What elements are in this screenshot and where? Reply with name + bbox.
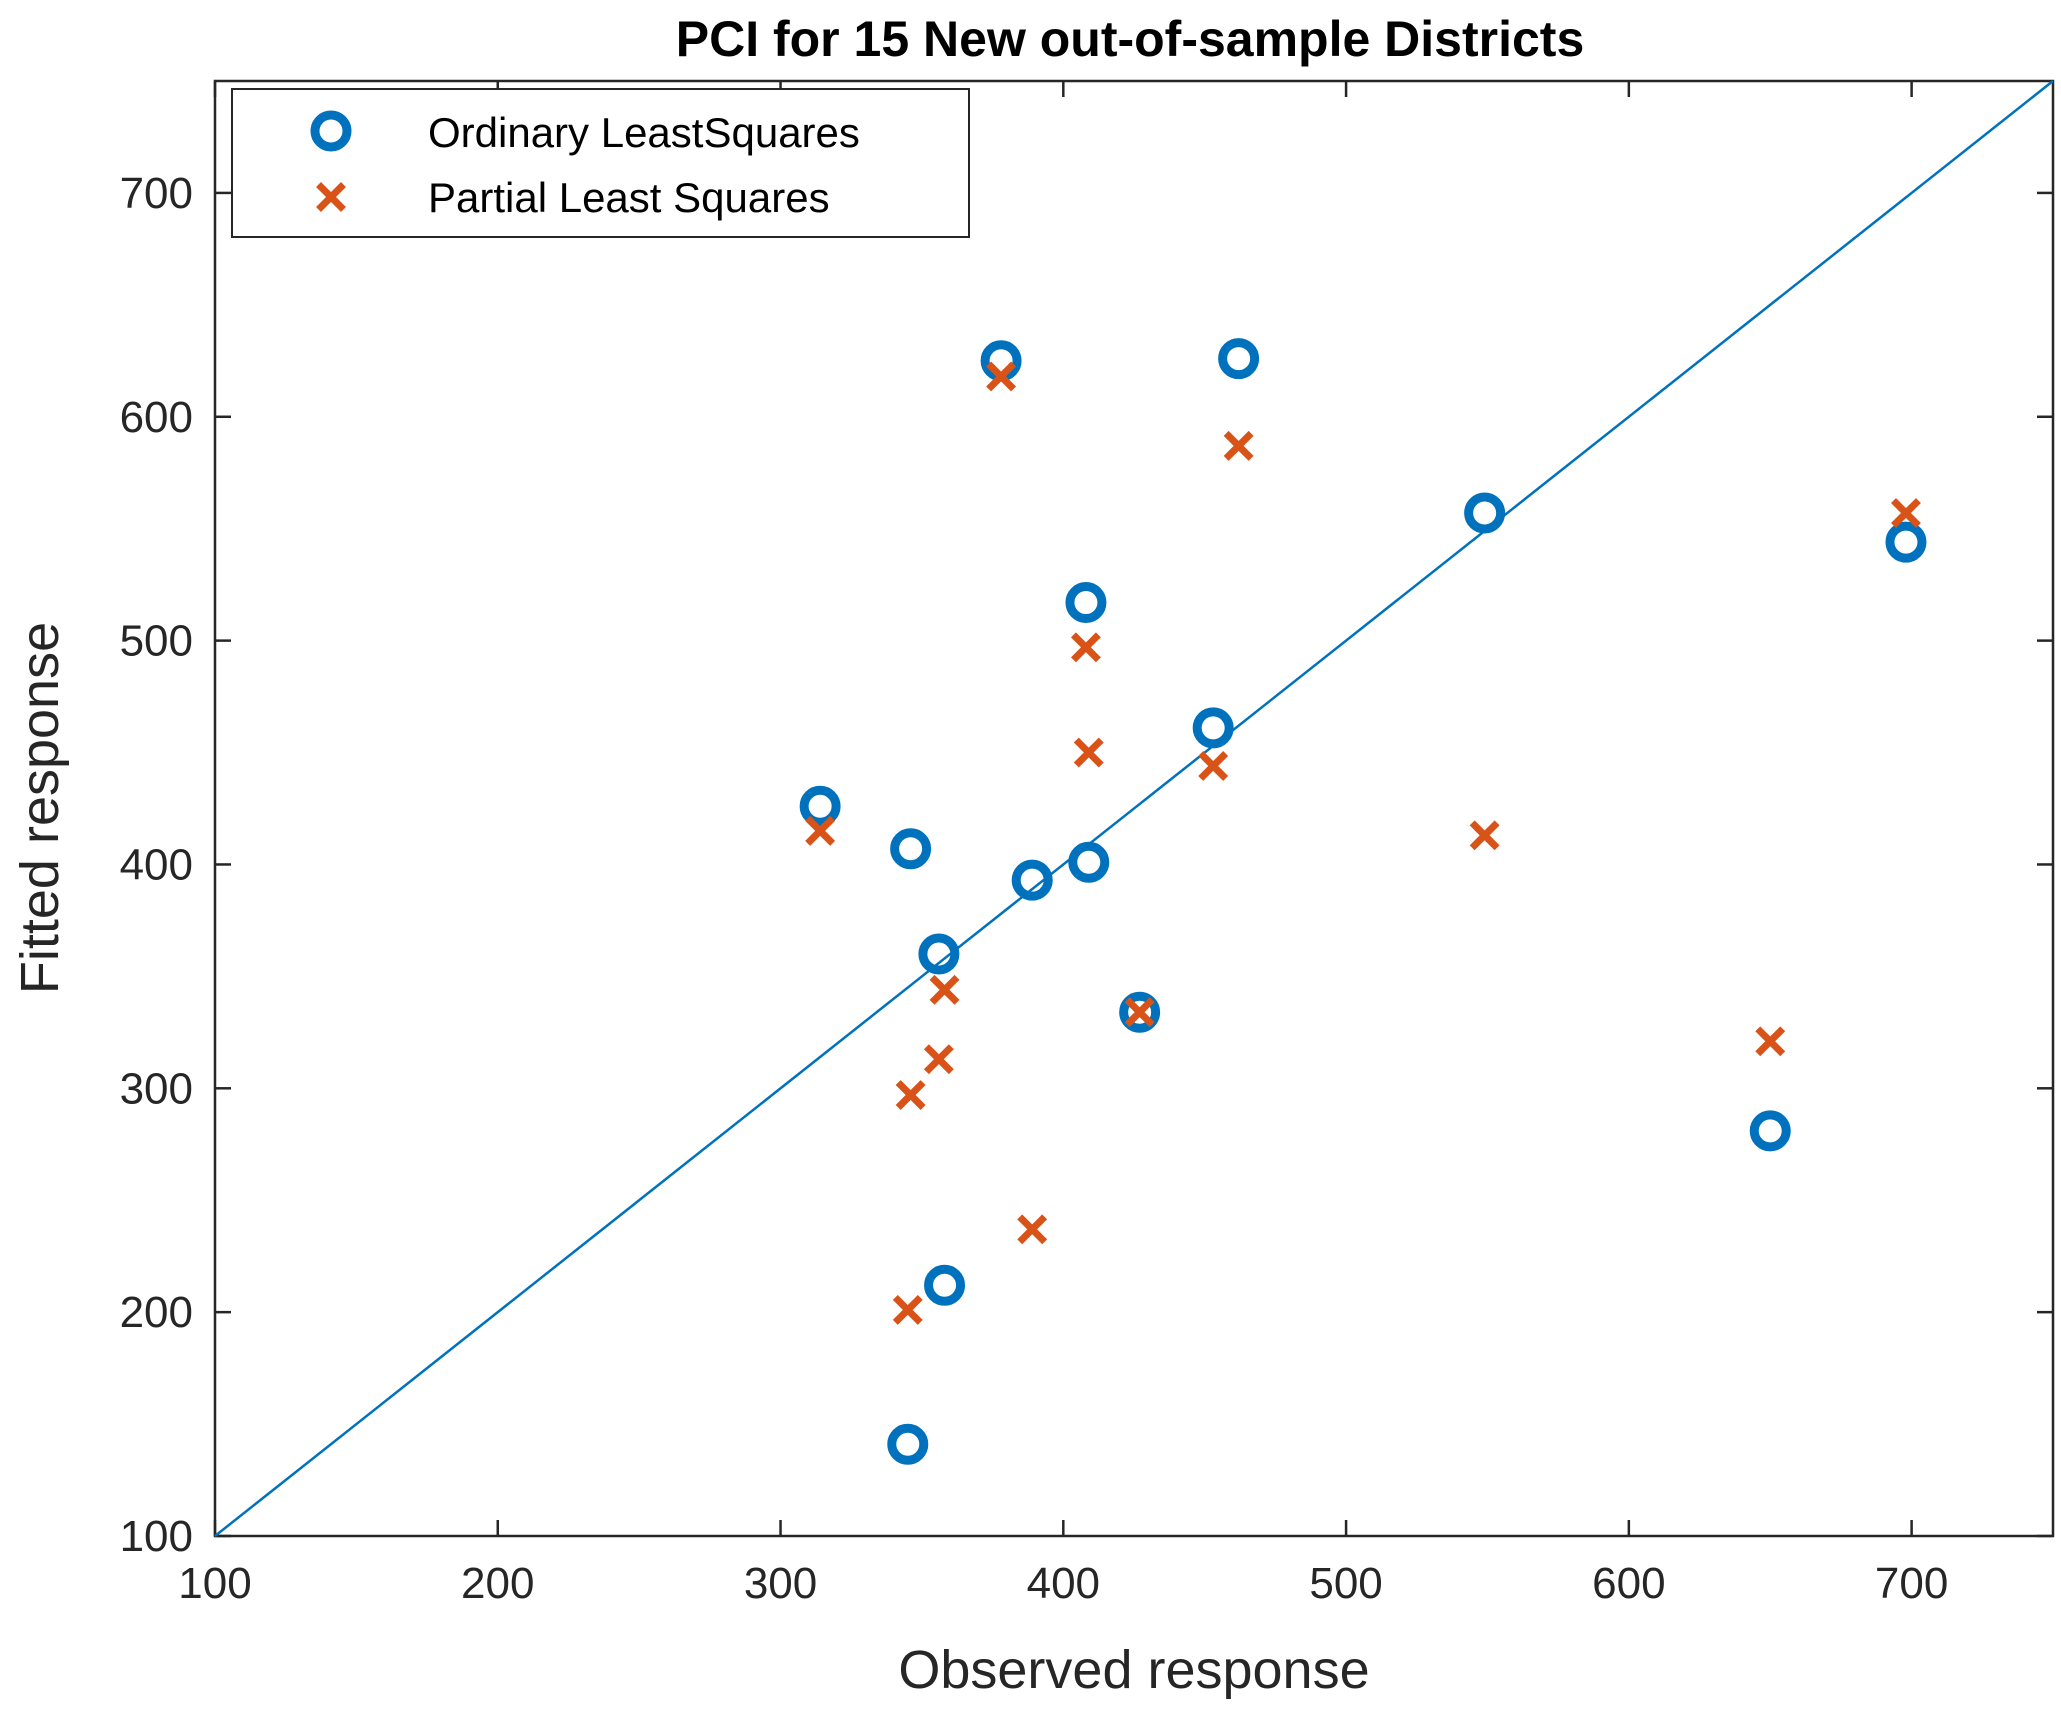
data-point-pls bbox=[986, 361, 1017, 392]
legend-label-pls: Partial Least Squares bbox=[428, 174, 830, 221]
reference-line-y-equals-x bbox=[214, 80, 2054, 1537]
data-series-group bbox=[799, 338, 1927, 1465]
data-point-pls bbox=[1469, 820, 1500, 851]
legend-marker-ols-circle-icon bbox=[310, 110, 352, 152]
data-point-pls bbox=[929, 974, 960, 1005]
series-ordinary-least-squares bbox=[799, 338, 1927, 1465]
data-point-pls bbox=[805, 815, 836, 846]
data-point-pls bbox=[1891, 498, 1921, 528]
legend-circle-marker bbox=[310, 110, 352, 152]
x-tick-label: 400 bbox=[1027, 1559, 1100, 1608]
data-point-ols bbox=[1749, 1110, 1791, 1152]
legend-box bbox=[231, 88, 970, 238]
x-tick-label: 300 bbox=[744, 1559, 817, 1608]
data-point-ols bbox=[1464, 492, 1506, 534]
legend-label-ols: Ordinary LeastSquares bbox=[428, 109, 860, 156]
y-tick-label: 300 bbox=[120, 1064, 193, 1113]
y-tick-label: 700 bbox=[120, 169, 193, 218]
data-point-ols bbox=[887, 1423, 929, 1465]
y-axis: 100 200 300 400 500 600 700 bbox=[120, 169, 2053, 1561]
data-point-pls bbox=[923, 1044, 954, 1075]
data-point-pls bbox=[1198, 751, 1229, 781]
data-point-pls bbox=[1755, 1026, 1786, 1057]
series-partial-least-squares bbox=[805, 361, 1921, 1325]
data-point-pls bbox=[1124, 997, 1155, 1028]
data-point-ols bbox=[1065, 582, 1107, 624]
y-tick-label: 400 bbox=[120, 840, 193, 889]
y-tick-label: 100 bbox=[120, 1512, 193, 1561]
data-point-ols bbox=[924, 1264, 966, 1306]
data-point-ols bbox=[1885, 521, 1927, 563]
x-tick-label: 100 bbox=[178, 1559, 251, 1608]
y-tick-label: 500 bbox=[120, 617, 193, 666]
x-axis-label: Observed response bbox=[898, 1640, 1369, 1700]
data-point-ols bbox=[1011, 859, 1053, 901]
x-tick-label: 200 bbox=[461, 1559, 534, 1608]
chart-title: PCI for 15 New out-of-sample Districts bbox=[676, 11, 1585, 67]
data-point-pls bbox=[892, 1294, 923, 1325]
y-axis-label: Fitted response bbox=[10, 622, 70, 994]
data-point-ols bbox=[1068, 841, 1110, 883]
data-point-ols bbox=[918, 933, 960, 975]
data-point-ols bbox=[799, 785, 841, 827]
x-tick-label: 600 bbox=[1592, 1559, 1665, 1608]
data-point-ols bbox=[1119, 991, 1161, 1033]
x-tick-label: 700 bbox=[1875, 1559, 1948, 1608]
data-point-ols bbox=[890, 828, 932, 870]
y-tick-label: 600 bbox=[120, 393, 193, 442]
data-point-pls bbox=[1070, 632, 1101, 663]
legend: Ordinary LeastSquares Partial Least Squa… bbox=[231, 88, 970, 238]
data-point-pls bbox=[1073, 737, 1104, 768]
data-point-ols bbox=[1218, 338, 1260, 380]
y-tick-label: 200 bbox=[120, 1288, 193, 1337]
reference-line-group bbox=[214, 80, 2054, 1537]
x-tick-label: 500 bbox=[1309, 1559, 1382, 1608]
data-point-ols bbox=[1192, 707, 1234, 749]
data-point-pls bbox=[895, 1080, 926, 1110]
data-point-pls bbox=[1017, 1214, 1048, 1245]
x-axis: 100 200 300 400 500 600 700 bbox=[178, 81, 1948, 1608]
legend-cross-marker bbox=[316, 182, 346, 212]
data-point-pls bbox=[1223, 430, 1254, 461]
legend-marker-pls-cross-icon bbox=[316, 182, 346, 212]
